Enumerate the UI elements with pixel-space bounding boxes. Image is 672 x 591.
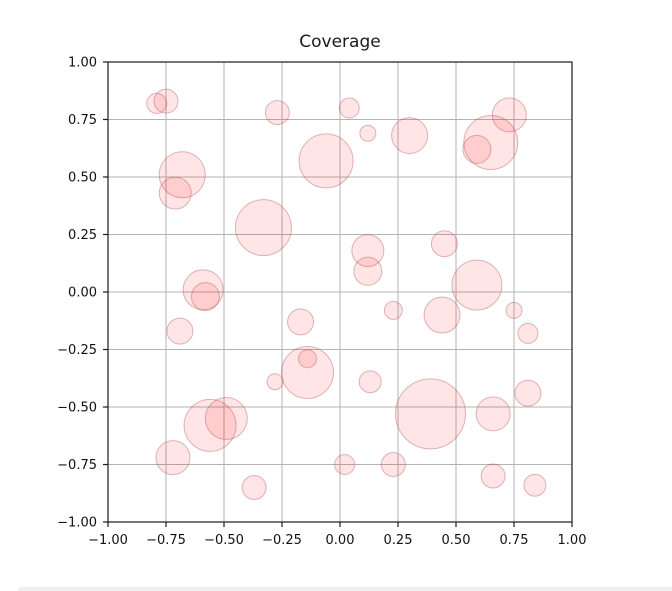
bubble-marker	[383, 300, 403, 320]
bubble-marker	[338, 97, 360, 119]
bubble-marker	[155, 440, 191, 476]
bubble-marker	[430, 230, 458, 258]
bubble-marker	[523, 473, 547, 497]
x-tick-label: 0.75	[500, 533, 529, 548]
bubble-marker	[281, 346, 335, 399]
bubble-marker	[491, 97, 527, 133]
bubble-marker	[514, 379, 542, 407]
bubble-marker	[298, 349, 318, 369]
bubble-marker	[241, 475, 267, 500]
bubble-marker	[158, 176, 192, 210]
bubble-marker	[423, 296, 461, 334]
y-tick-label: 0.00	[68, 286, 97, 301]
bubble-marker	[298, 133, 354, 189]
bubble-marker	[146, 92, 168, 114]
bubble-marker	[463, 115, 519, 170]
y-tick-label: −1.00	[57, 516, 97, 531]
bubble-marker	[266, 373, 284, 391]
x-tick-label: −0.75	[146, 533, 186, 548]
x-tick-label: 0.50	[442, 533, 471, 548]
bubble-marker	[234, 199, 292, 257]
bubble-marker	[166, 317, 194, 345]
bubble-marker	[190, 282, 220, 312]
x-tick-label: 1.00	[558, 533, 587, 548]
bubble-marker	[475, 396, 511, 432]
bubble-marker	[353, 256, 383, 286]
y-tick-label: −0.50	[57, 401, 97, 416]
bubble-marker	[158, 151, 206, 199]
bubble-marker	[359, 124, 377, 142]
x-tick-label: 0.00	[326, 533, 355, 548]
x-tick-label: −0.25	[262, 533, 302, 548]
y-tick-label: −0.75	[57, 458, 97, 473]
bubble-marker	[287, 308, 315, 336]
y-tick-label: 0.25	[68, 228, 97, 243]
bottom-edge-strip	[18, 587, 672, 591]
chart-title: Coverage	[299, 32, 380, 52]
bubble-marker	[391, 117, 429, 155]
y-tick-label: 0.50	[68, 171, 97, 186]
bubble-marker	[394, 378, 466, 450]
x-tick-label: 0.25	[384, 533, 413, 548]
bubble-marker	[204, 397, 248, 440]
y-tick-label: 1.00	[68, 56, 97, 71]
bubble-marker	[183, 398, 237, 452]
bubble-marker	[264, 100, 290, 126]
bubble-marker	[334, 454, 356, 475]
bubble-marker	[480, 463, 506, 489]
bubble-marker	[505, 301, 523, 319]
y-tick-label: 0.75	[68, 113, 97, 128]
bubble-marker	[153, 88, 179, 114]
bubble-marker	[351, 234, 385, 268]
bubbles	[146, 88, 547, 500]
bubble-marker	[358, 370, 382, 394]
x-tick-label: −0.50	[204, 533, 244, 548]
axes: −1.00 −0.75 −0.50 −0.25 0.00 0.25 0.50 0.75 1.00…	[57, 56, 586, 549]
bubble-marker	[380, 452, 406, 477]
y-tick-label: −0.25	[57, 343, 97, 358]
bubble-marker	[451, 259, 503, 311]
bubble-marker	[182, 269, 224, 311]
bubble-marker	[517, 322, 539, 344]
x-tick-label: −1.00	[88, 533, 128, 548]
bubble-marker	[462, 134, 492, 164]
